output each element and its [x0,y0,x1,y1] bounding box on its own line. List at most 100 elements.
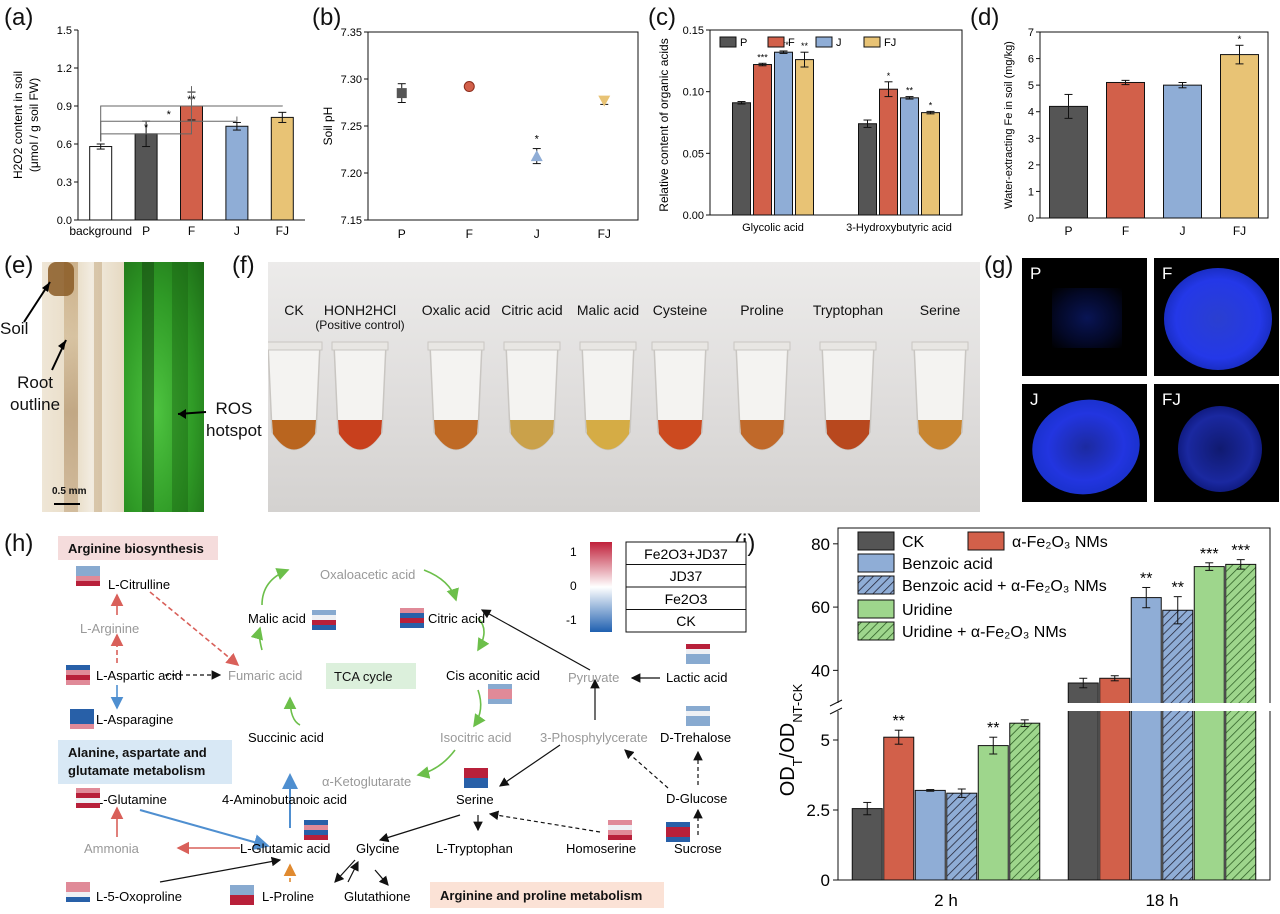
root-photo-brightfield [42,262,124,512]
i-bar [1067,682,1099,881]
tube-label-main: Oxalic acid [421,302,491,318]
label-ros-line2: hotspot [206,421,262,440]
i-y-tick-label: 2.5 [806,801,830,820]
c-legend-label-F: F [788,37,795,49]
met-oxaloacetic: Oxaloacetic acid [320,567,415,582]
tube-rim [331,341,389,351]
heatmap-cell [70,719,94,724]
i-axis-break-mark [829,699,843,707]
heatmap-cell [608,825,632,830]
tube-liquid [272,420,316,450]
tube-label: CK [244,302,344,318]
i-bar [914,789,946,881]
tube-label: Tryptophan [798,302,898,318]
met-glutathione: Glutathione [344,889,411,904]
a-bar-J [225,125,249,221]
i-legend-swatch [857,621,895,641]
c-y-tick-label: 0.00 [683,210,704,222]
i-x-tick-label: 2 h [934,891,958,910]
d-bar-FJ [1220,54,1259,219]
c-significance-mark: ** [906,86,914,96]
root-photo-annotations [23,281,207,505]
tube-rim [911,341,969,351]
i-axis-break [826,703,1280,711]
b-point-J [530,150,543,162]
b-y-label: Soil pH [321,107,335,146]
heatmap-cell [76,803,100,808]
heatmap-cell [464,778,488,783]
tube-liquid [740,420,784,450]
i-significance-mark: ** [987,720,999,737]
heatmap-cell [608,835,632,840]
heatmap-cell [66,680,90,685]
i-bar [946,792,978,881]
d-significance-mark: * [1238,34,1242,45]
heatmap-cell [400,613,424,618]
b-point-P [396,88,407,99]
heatmap-cell [464,783,488,788]
met-succinic: Succinic acid [248,730,324,745]
heatmap-cell [70,714,94,719]
b-x-tick-label: F [466,227,473,241]
heatmap-cell [70,709,94,714]
c-legend-label-J: J [836,37,842,49]
tube-liquid [826,420,870,450]
d-x-tick-label: J [1180,224,1186,238]
heatmap-cell [304,835,328,840]
metabolic-pathway-diagram: Arginine biosynthesis TCA cycle Alanine,… [58,536,747,908]
heatmap-cell [686,716,710,721]
d-y-tick-label: 6 [1028,54,1034,66]
met-aminobutanoic: 4-Aminobutanoic acid [222,792,347,807]
i-bar [1162,609,1194,881]
heatmap-cell [312,610,336,615]
d-x-tick-label: F [1122,224,1129,238]
met-oxoproline: L-5-Oxoproline [96,889,182,904]
met-glucose: D-Glucose [666,791,727,806]
i-bar [1099,677,1131,881]
a-y-tick-label: 0.0 [57,215,72,227]
tube-label-main: CK [284,302,304,318]
confocal-label-j: J [1030,390,1039,409]
a-x-tick-label: J [234,224,240,238]
d-y-tick-label: 4 [1028,107,1034,119]
heatmap-cell [76,793,100,798]
c-significance-mark: * [929,100,933,110]
i-legend-label: CK [902,534,925,551]
c-y-tick-label: 0.15 [683,25,704,37]
met-ketoglutarate: α-Ketoglutarate [322,774,411,789]
heatmap-cell [66,897,90,902]
confocal-image-j: J [1022,384,1147,502]
d-y-tick-label: 5 [1028,80,1034,92]
pathway-arginine-proline: Arginine and proline metabolism [440,888,642,903]
heatmap-cell [666,822,690,827]
met-cisaconitic: Cis aconitic acid [446,668,540,683]
a-x-tick-label: FJ [276,224,289,238]
panel-label-c: (c) [648,4,676,31]
met-aspartic: L-Aspartic acid [96,668,182,683]
i-y-tick-label: 60 [811,598,830,617]
i-legend-swatch [857,553,895,573]
d-y-tick-label: 1 [1028,186,1034,198]
pathway-alanine-1: Alanine, aspartate and [68,745,207,760]
i-legend-label: Benzoic acid [902,556,993,573]
b-x-tick-label: J [534,227,540,241]
heatmap-cell [76,798,100,803]
tubes [268,341,969,451]
c-y-tick-label: 0.05 [683,148,704,160]
c-y-tick-label: 0.10 [683,87,704,99]
d-y-label: Water-extracting Fe in soil (mg/kg) [1003,41,1015,209]
met-serine: Serine [456,792,494,807]
heatmap-row-4: CK [676,613,696,629]
heatmap-cell [230,890,254,895]
heatmap-cell [70,724,94,729]
heatmap-cell [66,670,90,675]
b-point-FJ [598,95,611,107]
heatmap-cell [312,615,336,620]
heatmap-cell [66,675,90,680]
a-y-tick-label: 0.3 [57,177,72,189]
a-significance-mark: * [167,109,172,121]
b-point-F [463,81,475,93]
a-x-tick-label: background [69,224,132,238]
label-ros-line1: ROS [215,399,253,418]
